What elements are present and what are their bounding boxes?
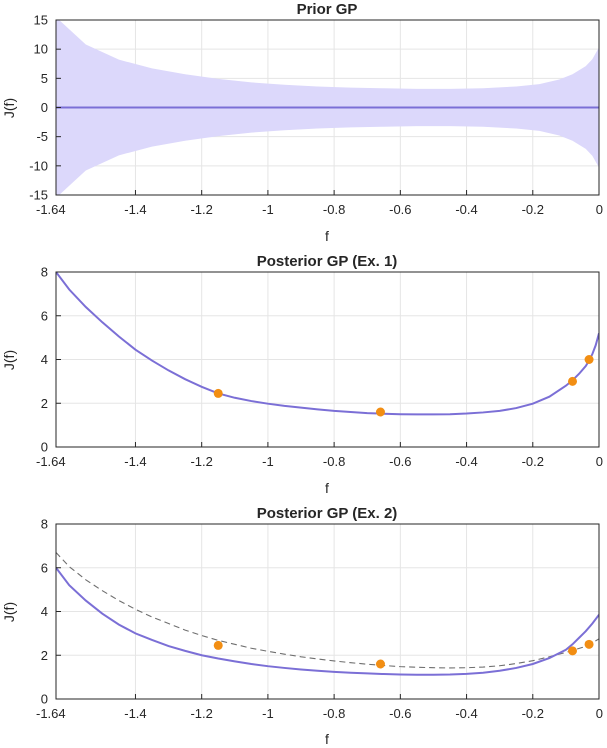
y-tick-label: 6 [41,560,48,575]
tick-labels: -1.64 -1.4 -1.2 -1 -0.8 -0.6 -0.4 -0.2 0 -15 -10 -5… [29,13,603,218]
true-function-dashed-line [56,272,599,415]
x-tick-label: 0 [596,202,603,217]
x-tick-label: -0.2 [522,202,544,217]
panel-posterior-gp-ex1: -1.64 -1.4 -1.2 -1 -0.8 -0.6 -0.4 -0.2 0 0 2 4 6 8 Po… [1,253,603,496]
x-tick-label: -0.4 [455,454,477,469]
grid-lines [55,523,600,700]
x-tick-label: -1.2 [190,454,212,469]
x-tick-label: 0 [596,706,603,721]
x-tick-label: -1 [262,706,274,721]
observation-point [584,355,594,364]
x-tick-label: -1.2 [190,202,212,217]
y-tick-label: -5 [36,129,48,144]
y-axis-label: J(f) [1,602,17,622]
x-tick-label: -1 [262,454,274,469]
panel-prior-gp: -1.64 -1.4 -1.2 -1 -0.8 -0.6 -0.4 -0.2 0 -15 -10 -5… [1,1,603,244]
chart-title: Posterior GP (Ex. 2) [257,505,398,522]
y-axis-label: J(f) [1,350,17,370]
y-tick-label: -15 [29,188,48,203]
x-axis-label: f [325,731,329,747]
chart-title: Prior GP [297,1,358,18]
y-axis-label: J(f) [1,98,17,118]
x-axis-label: f [325,228,329,244]
x-tick-label: -1.64 [36,454,66,469]
y-tick-label: 6 [41,308,48,323]
plot-area [56,272,599,417]
observation-point [213,640,223,650]
x-tick-label: -0.8 [323,706,345,721]
y-tick-label: 10 [34,42,48,57]
y-tick-label: 0 [41,692,48,707]
panel-posterior-gp-ex2: -1.64 -1.4 -1.2 -1 -0.8 -0.6 -0.4 -0.2 0 0 2 4 6 8 Po… [1,505,603,747]
x-tick-label: -1.2 [190,706,212,721]
y-tick-label: 4 [41,352,48,367]
observation-point [375,659,385,669]
series-group [56,552,599,676]
observation-point [584,639,594,649]
x-tick-label: -0.2 [522,706,544,721]
y-tick-label: 0 [41,100,48,115]
x-tick-label: -0.6 [389,706,411,721]
x-tick-label: -1.4 [124,454,146,469]
series-group [56,20,599,195]
tick-labels: -1.64 -1.4 -1.2 -1 -0.8 -0.6 -0.4 -0.2 0 0 2 4 6 8 [36,517,603,722]
series-group [56,272,599,416]
mean-line [56,567,599,676]
x-tick-label: -0.6 [389,454,411,469]
x-axis-label: f [325,480,329,496]
observation-point [213,388,223,398]
y-tick-label: 0 [41,440,48,455]
plot-area [56,20,599,195]
x-tick-label: -1.4 [124,202,146,217]
tick-labels: -1.64 -1.4 -1.2 -1 -0.8 -0.6 -0.4 -0.2 0 0 2 4 6 8 [36,265,603,470]
x-tick-label: -0.8 [323,202,345,217]
x-tick-label: -1.4 [124,706,146,721]
y-tick-label: 8 [41,517,48,532]
observation-point [568,376,578,386]
y-tick-label: -10 [29,158,48,173]
mean-line [56,272,599,416]
y-tick-label: 4 [41,604,48,619]
observation-point [375,407,385,417]
x-tick-label: -1.64 [36,706,66,721]
true-function-dashed-line [56,552,599,669]
x-tick-label: -0.2 [522,454,544,469]
x-tick-label: -1 [262,202,274,217]
y-tick-label: 8 [41,265,48,280]
plot-area [56,552,599,676]
x-tick-label: -0.8 [323,454,345,469]
x-tick-label: -0.4 [455,202,477,217]
y-tick-label: 2 [41,396,48,411]
observation-point [568,646,578,656]
x-tick-label: 0 [596,454,603,469]
grid-lines [55,271,600,448]
chart-title: Posterior GP (Ex. 1) [257,253,398,270]
y-tick-label: 5 [41,71,48,86]
x-tick-label: -0.6 [389,202,411,217]
y-tick-label: 2 [41,648,48,663]
y-tick-label: 15 [34,13,48,28]
x-tick-label: -1.64 [36,202,66,217]
x-tick-label: -0.4 [455,706,477,721]
